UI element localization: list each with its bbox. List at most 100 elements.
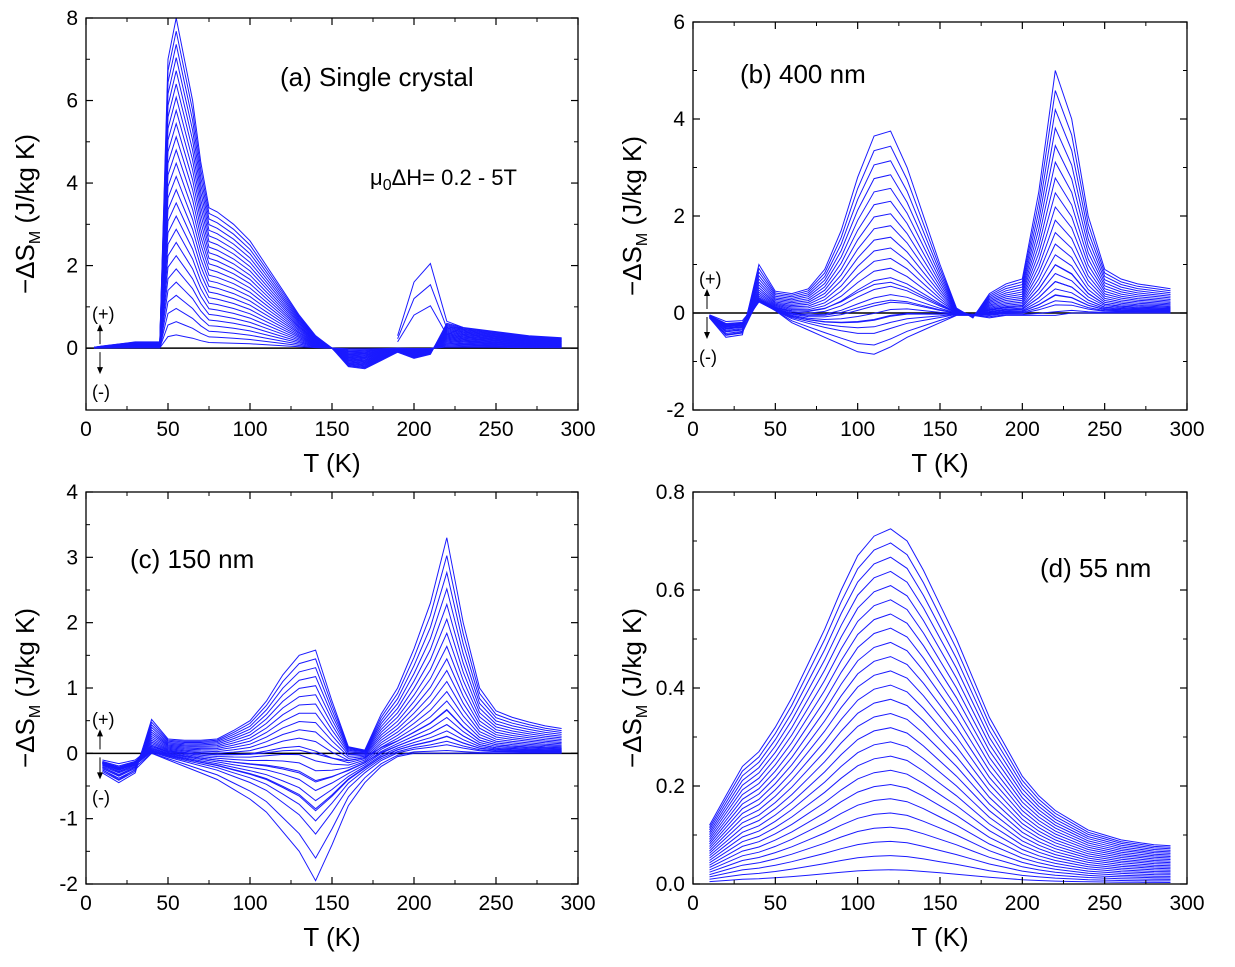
y-tick-label: -1 (59, 808, 78, 831)
series-line-d-2 (709, 855, 1171, 882)
down-arrowhead-icon (97, 772, 103, 780)
x-tick-label: 250 (478, 892, 513, 915)
series-line-c-17 (102, 657, 562, 770)
series-line-b-20 (709, 160, 1171, 330)
x-tick-label: 150 (314, 892, 349, 915)
series-peak-a-1 (397, 283, 464, 340)
series-line-d-11 (709, 727, 1171, 868)
y-axis-title: −ΔSM (J/kg K) (10, 134, 44, 294)
series-line-c-21 (102, 602, 562, 775)
series-line-d-10 (709, 741, 1171, 870)
series-line-c-11 (102, 716, 562, 782)
field-range-note: μ0ΔH= 0.2 - 5T (370, 165, 517, 194)
x-tick-label: 100 (840, 892, 875, 915)
series-line-d-4 (709, 826, 1171, 879)
sign-plus-label: (+) (92, 304, 115, 324)
y-tick-label: 4 (66, 481, 78, 504)
x-tick-label: 300 (560, 892, 595, 915)
series-line-d-1 (709, 869, 1171, 883)
series-line-d-15 (709, 670, 1171, 862)
panel-d: 0 50 100 150 200 250 300 0.0 0.2 0.4 0.6 0.8 T (K) −Δ… (617, 481, 1205, 952)
x-tick-label: 100 (840, 418, 875, 441)
series-line-d-22 (709, 570, 1171, 851)
series-line-b-23 (709, 107, 1171, 335)
x-axis-title: T (K) (911, 922, 968, 952)
y-tick-label: 0.6 (656, 579, 685, 602)
series-group-c (86, 537, 578, 882)
down-arrowhead-icon (97, 367, 103, 375)
series-line-c-12 (102, 708, 562, 772)
panel-label: (a) Single crystal (280, 62, 474, 92)
x-tick-label: 50 (156, 418, 179, 441)
series-line-d-12 (709, 712, 1171, 867)
series-line-b-22 (709, 126, 1171, 333)
series-line-c-9 (102, 730, 562, 802)
series-line-b-1 (709, 297, 1171, 355)
x-tick-label: 150 (922, 892, 957, 915)
y-tick-label: 0.2 (656, 775, 685, 798)
series-line-c-8 (102, 735, 562, 812)
x-tick-label: 200 (396, 892, 431, 915)
y-tick-label: 6 (673, 11, 685, 34)
y-tick-label: 2 (66, 612, 78, 635)
up-arrowhead-icon (704, 289, 710, 296)
y-tick-label: 2 (66, 255, 78, 278)
plot-frame (692, 491, 1188, 885)
y-tick-label: 4 (66, 172, 78, 195)
down-arrowhead-icon (704, 332, 710, 339)
series-line-b-18 (709, 191, 1171, 328)
series-line-d-8 (709, 769, 1171, 873)
y-tick-label: 0 (66, 337, 78, 360)
series-line-c-15 (102, 680, 562, 769)
y-tick-label: 0.0 (656, 873, 685, 896)
series-line-b-14 (709, 243, 1171, 326)
y-tick-label: 6 (66, 90, 78, 113)
series-line-b-8 (709, 294, 1171, 327)
series-line-b-2 (709, 299, 1171, 346)
y-tick-label: 3 (66, 546, 78, 569)
series-line-b-3 (709, 300, 1171, 334)
up-arrowhead-icon (97, 324, 103, 332)
x-tick-label: 50 (156, 892, 179, 915)
series-line-d-13 (709, 698, 1171, 865)
x-tick-label: 300 (1169, 418, 1204, 441)
series-line-d-19 (709, 613, 1171, 856)
x-tick-label: 250 (478, 418, 513, 441)
series-line-d-5 (709, 812, 1171, 877)
series-line-c-16 (102, 669, 562, 769)
panel-c: 0 50 100 150 200 250 300 -2 -1 0 1 2 3 4 T (K) −ΔSM (J/… (10, 481, 596, 952)
x-axis-title: T (K) (911, 448, 968, 478)
series-group-a (86, 18, 578, 370)
series-group-b (693, 70, 1187, 355)
series-line-c-24 (102, 555, 562, 781)
series-peak-a-0 (397, 262, 464, 336)
series-line-c-7 (102, 740, 562, 822)
x-tick-label: 0 (687, 418, 699, 441)
panel-label: (d) 55 nm (1040, 553, 1151, 583)
x-tick-label: 0 (687, 892, 699, 915)
x-tick-label: 150 (922, 418, 957, 441)
x-tick-label: 200 (1005, 892, 1040, 915)
series-line-d-18 (709, 627, 1171, 857)
series-peak-a-2 (397, 305, 464, 343)
sign-minus-label: (-) (699, 347, 717, 367)
series-line-d-21 (709, 585, 1171, 853)
x-tick-label: 150 (314, 418, 349, 441)
series-line-c-25 (102, 537, 562, 784)
series-line-c-19 (102, 631, 562, 772)
x-tick-label: 200 (396, 418, 431, 441)
series-line-b-19 (709, 176, 1171, 329)
series-line-c-2 (102, 749, 562, 860)
y-axis-title: −ΔSM (J/kg K) (10, 608, 44, 768)
series-line-d-24 (709, 542, 1171, 848)
series-line-b-12 (709, 263, 1171, 326)
x-axis-title: T (K) (303, 922, 360, 952)
y-tick-label: 4 (673, 108, 685, 131)
series-line-d-23 (709, 556, 1171, 850)
series-line-d-14 (709, 684, 1171, 864)
series-line-c-13 (102, 700, 562, 768)
x-tick-label: 100 (232, 892, 267, 915)
sign-minus-label: (-) (92, 382, 110, 402)
series-line-c-20 (102, 617, 562, 774)
series-line-b-25 (709, 70, 1171, 338)
